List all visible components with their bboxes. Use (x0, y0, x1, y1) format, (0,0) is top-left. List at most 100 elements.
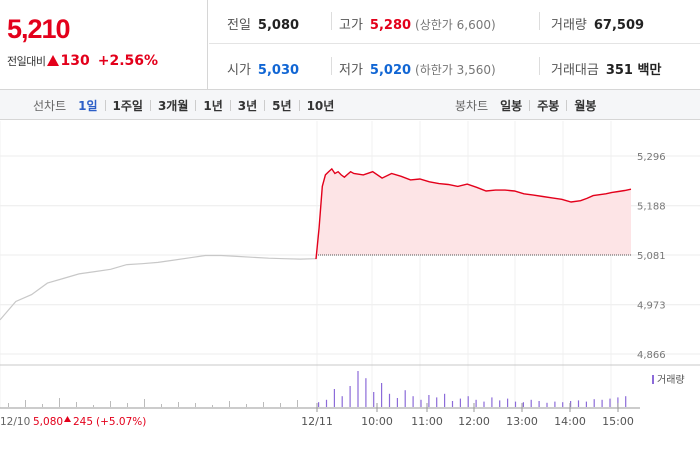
stat-label: 거래량 (551, 18, 587, 33)
divider (104, 100, 106, 111)
volume-bar (483, 401, 485, 407)
volume-bar (76, 402, 77, 407)
divider (529, 100, 531, 111)
volume-bars (8, 371, 627, 407)
volume-bar (546, 402, 548, 407)
y-tick-label: 5,296 (637, 152, 666, 163)
volume-bar (412, 396, 414, 407)
stat-sub: (상한가 6,600) (415, 18, 496, 32)
volume-bar (388, 393, 391, 407)
volume-bar (577, 400, 580, 407)
chart-period-tabs: 선차트 1일 1주일 3개월 1년 3년 5년 10년 봉차트 일봉 주봉 월봉 (0, 90, 700, 120)
x-tick-label: 13:00 (506, 415, 538, 428)
stat-high: 고가 5,280 (상한가 6,600) (339, 14, 496, 33)
y-tick-label: 5,188 (637, 202, 666, 213)
tab-1w[interactable]: 1주일 (112, 99, 143, 113)
volume-bar (538, 401, 540, 407)
current-price: 5,210 (7, 14, 71, 44)
volume-bar (609, 398, 611, 407)
volume-bar (341, 396, 343, 407)
prev-day-info: 12/10 5,080 245 (+5.07%) (0, 416, 146, 428)
divider (539, 57, 540, 75)
volume-bar (617, 397, 619, 407)
tab-1y[interactable]: 1년 (203, 99, 223, 113)
stat-value: 5,030 (257, 63, 300, 78)
volume-bar (530, 399, 532, 407)
x-tick-label: 12/11 (301, 415, 333, 428)
volume-bar (195, 403, 196, 407)
volume-bar (459, 398, 461, 407)
volume-bar (585, 401, 587, 407)
volume-bar (127, 403, 128, 407)
x-tick-label: 11:00 (411, 415, 443, 428)
volume-bar (451, 401, 454, 407)
up-arrow-icon (64, 416, 71, 422)
tab-10y[interactable]: 10년 (306, 99, 335, 113)
tab-5y[interactable]: 5년 (272, 99, 292, 113)
volume-bar (396, 398, 398, 407)
stat-label: 저가 (339, 63, 363, 78)
stat-value: 351 백만 (605, 63, 662, 78)
volume-bar (499, 400, 501, 407)
stat-label: 고가 (339, 18, 363, 33)
x-tick-label: 10:00 (361, 415, 393, 428)
up-arrow-icon (47, 55, 60, 66)
stat-prev-close: 전일 5,080 (227, 14, 299, 33)
change-rate: +2.56% (97, 53, 159, 69)
volume-bar (601, 399, 603, 407)
stats-row-1: 전일 5,080 고가 5,280 (상한가 6,600) 거래량 67,509 (209, 0, 700, 44)
volume-bar (25, 400, 26, 407)
divider (539, 12, 540, 30)
stat-label: 시가 (227, 63, 251, 78)
volume-bar (475, 399, 477, 407)
volume-bar (373, 392, 375, 407)
change-label: 전일대비 (7, 55, 46, 68)
volume-bar (570, 401, 572, 407)
y-tick-label: 4,866 (637, 350, 666, 361)
volume-bar (325, 399, 328, 407)
volume-bar (467, 396, 469, 407)
volume-legend-swatch (652, 375, 654, 384)
prev-day-date: 12/10 (0, 416, 30, 428)
volume-bar (318, 402, 320, 407)
volume-bar (349, 386, 351, 407)
volume-bar (333, 389, 335, 407)
volume-bar (562, 402, 564, 407)
tab-daily[interactable]: 일봉 (500, 99, 523, 113)
prev-day-price-line (0, 254, 317, 321)
stat-sub: (하한가 3,560) (415, 63, 496, 77)
stat-trade-value: 거래대금 351 백만 (551, 59, 661, 78)
tab-3y[interactable]: 3년 (237, 99, 258, 113)
tab-weekly[interactable]: 주봉 (537, 99, 560, 113)
y-axis-ticks: 5,296 5,188 5,081 4,973 4,866 (637, 152, 666, 361)
stat-value: 5,020 (369, 63, 412, 78)
tab-3m[interactable]: 3개월 (157, 99, 189, 113)
change-amount: 130 (60, 53, 90, 69)
volume-bar (404, 390, 406, 407)
y-tick-label: 4,973 (637, 301, 666, 312)
stat-label: 전일 (227, 18, 251, 33)
y-tick-label: 5,081 (637, 251, 666, 262)
stat-value: 67,509 (593, 18, 645, 33)
stat-low: 저가 5,020 (하한가 3,560) (339, 59, 496, 78)
divider (331, 57, 332, 75)
volume-bar (110, 401, 111, 407)
volume-bar (246, 404, 247, 407)
volume-legend-label: 거래량 (657, 374, 685, 386)
volume-bar (554, 401, 556, 407)
line-chart-title: 선차트 (33, 99, 67, 113)
tab-1d[interactable]: 1일 (78, 99, 98, 113)
price-chart: 5,296 5,188 5,081 4,973 4,866 거래량 12/11 10:00… (0, 121, 700, 428)
volume-bar (59, 398, 60, 407)
tab-monthly[interactable]: 월봉 (574, 99, 597, 113)
current-price-box: 5,210 전일대비 130 +2.56% (0, 0, 208, 89)
divider (149, 100, 151, 111)
volume-bar (507, 398, 509, 407)
prev-day-change: 245 (73, 416, 93, 428)
volume-bar (514, 401, 517, 407)
x-tick-label: 12:00 (458, 415, 490, 428)
price-area-fill (316, 168, 631, 260)
x-tick-label: 15:00 (602, 415, 634, 428)
divider (195, 100, 197, 111)
volume-bar (428, 395, 430, 407)
